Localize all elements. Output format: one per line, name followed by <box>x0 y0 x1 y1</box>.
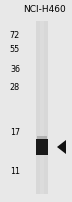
Bar <box>37 136 47 139</box>
Bar <box>40 22 44 194</box>
Text: 72: 72 <box>10 30 20 39</box>
Text: 36: 36 <box>10 65 20 74</box>
Polygon shape <box>57 140 66 154</box>
Text: 17: 17 <box>10 128 20 137</box>
Bar <box>36 22 48 194</box>
Bar <box>36 139 48 155</box>
Text: 28: 28 <box>10 83 20 92</box>
Text: 55: 55 <box>10 45 20 54</box>
Text: NCI-H460: NCI-H460 <box>23 5 65 14</box>
Text: 11: 11 <box>10 167 20 176</box>
